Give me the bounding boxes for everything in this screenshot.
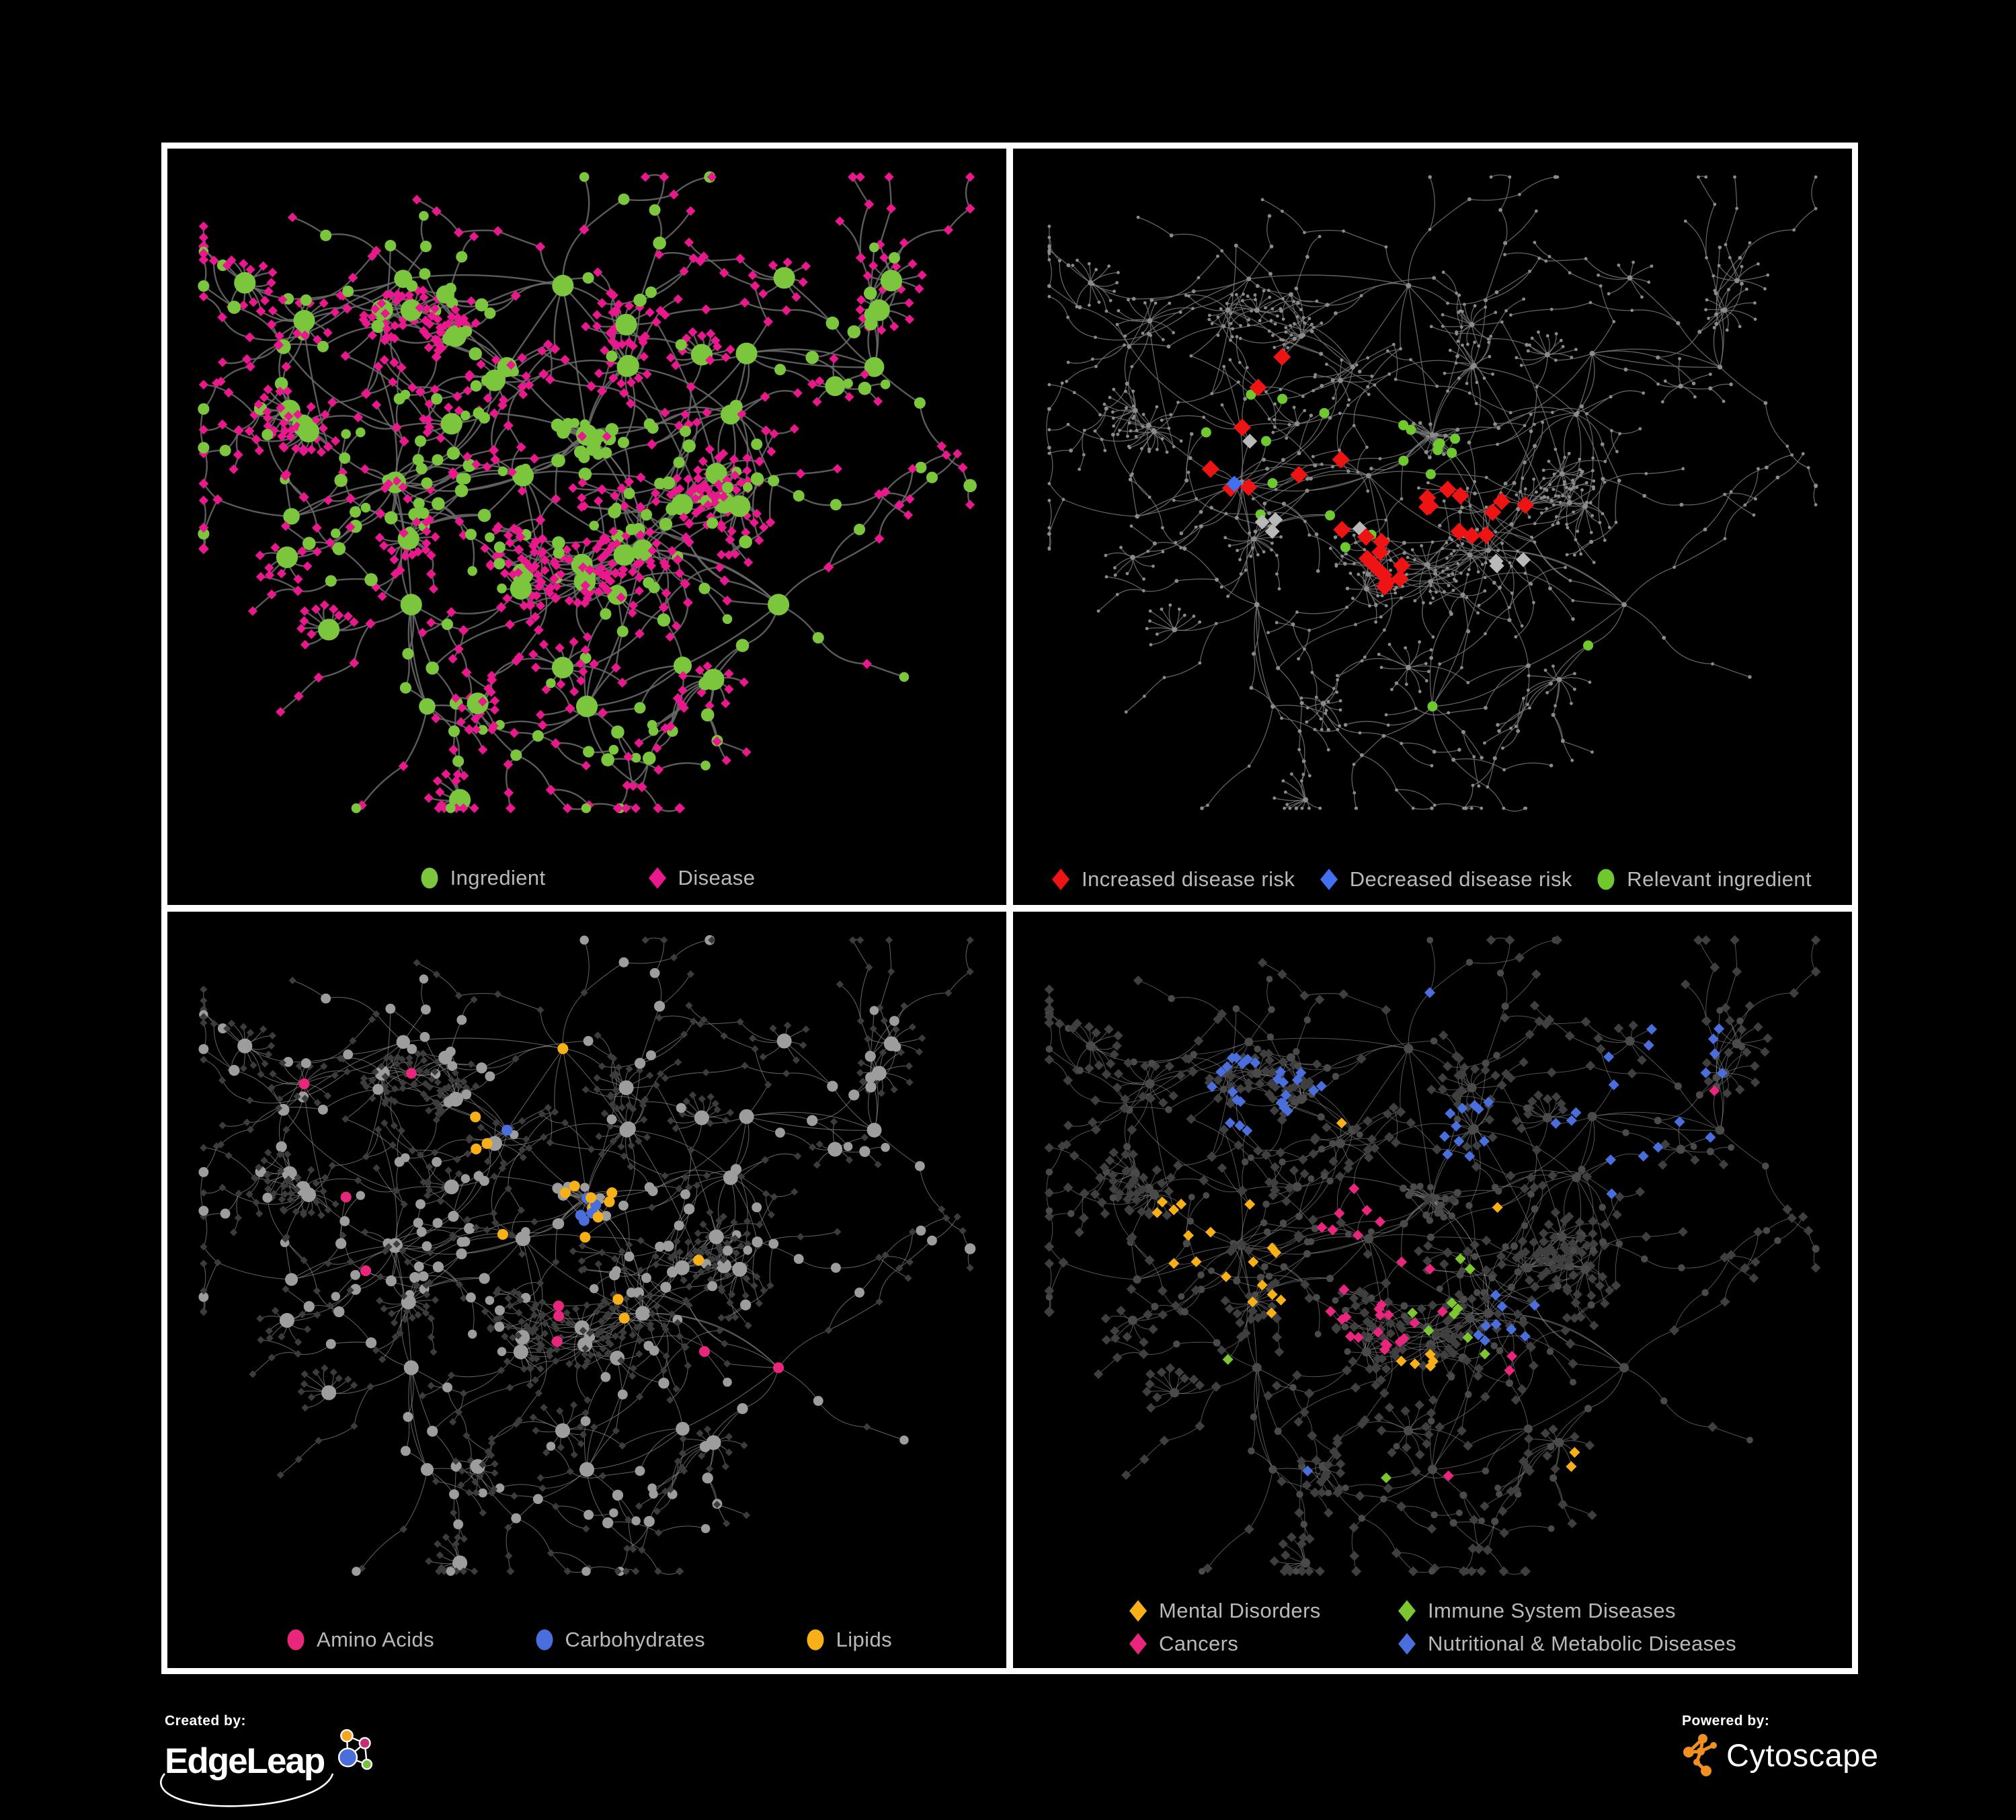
legend-disease-category: Mental Disorders Immune System Diseases …: [1127, 1599, 1825, 1656]
legend-disease-risk: Increased disease risk Decreased disease…: [1050, 867, 1812, 892]
legend-label: Mental Disorders: [1159, 1599, 1321, 1622]
amino-acids-circle-icon: [287, 1629, 305, 1651]
legend-item-disease: Disease: [647, 866, 756, 890]
legend-label: Lipids: [836, 1628, 892, 1651]
legend-label: Nutritional & Metabolic Diseases: [1428, 1632, 1737, 1655]
legend-label: Immune System Diseases: [1428, 1599, 1676, 1622]
legend-nutrient-class: Amino Acids Carbohydrates Lipids: [285, 1628, 892, 1652]
legend-label: Decreased disease risk: [1349, 867, 1572, 891]
panel-grid: Ingredient Disease Increased disease ris…: [161, 143, 1858, 1674]
decreased-risk-diamond-icon: [1320, 869, 1338, 890]
increased-risk-diamond-icon: [1052, 869, 1070, 890]
network-canvas-disease-risk: [1046, 174, 1818, 812]
network-canvas-nutrient-class: [198, 935, 976, 1576]
panel-nutrient-class: Amino Acids Carbohydrates Lipids: [167, 912, 1006, 1668]
cytoscape-logo-icon: [1683, 1734, 1717, 1776]
disease-diamond-icon: [648, 867, 666, 889]
legend-item-amino-acids: Amino Acids: [285, 1628, 434, 1652]
carbohydrates-circle-icon: [536, 1629, 553, 1651]
legend-item-ingredient: Ingredient: [419, 866, 546, 890]
legend-item-cancers: Cancers: [1127, 1632, 1396, 1656]
network-canvas-ingredient-disease: [198, 171, 977, 814]
nutritional-metabolic-diamond-icon: [1398, 1633, 1416, 1655]
legend-ingredient-disease: Ingredient Disease: [167, 866, 1006, 890]
created-by-label: Created by:: [165, 1713, 247, 1729]
legend-label: Increased disease risk: [1082, 867, 1295, 891]
ingredient-circle-icon: [421, 867, 438, 889]
legend-label: Ingredient: [450, 866, 546, 889]
relevant-ingredient-circle-icon: [1597, 869, 1615, 890]
edgeleap-logo-icon: [338, 1729, 373, 1770]
mental-disorders-diamond-icon: [1129, 1600, 1147, 1622]
legend-label: Disease: [678, 866, 756, 889]
powered-by-label: Powered by:: [1682, 1713, 1770, 1729]
panel-disease-risk: Increased disease risk Decreased disease…: [1013, 149, 1852, 905]
legend-item-mental-disorders: Mental Disorders: [1127, 1599, 1396, 1623]
legend-item-nutritional-metabolic: Nutritional & Metabolic Diseases: [1396, 1632, 1825, 1656]
legend-item-decreased-risk: Decreased disease risk: [1318, 867, 1572, 892]
panel-ingredient-disease: Ingredient Disease: [167, 149, 1006, 905]
immune-system-diamond-icon: [1398, 1600, 1416, 1622]
legend-label: Cancers: [1159, 1632, 1239, 1655]
cancers-diamond-icon: [1129, 1633, 1147, 1655]
legend-item-lipids: Lipids: [805, 1628, 892, 1652]
edgeleap-credit: Created by: EdgeLeap: [160, 1713, 380, 1807]
cytoscape-credit: Powered by: Cytoscape: [1682, 1713, 1884, 1801]
network-canvas-disease-category: [1044, 935, 1821, 1577]
legend-label: Relevant ingredient: [1627, 867, 1812, 891]
edgeleap-wordmark: EdgeLeap: [165, 1741, 325, 1781]
legend-item-increased-risk: Increased disease risk: [1050, 867, 1295, 892]
legend-label: Carbohydrates: [565, 1628, 706, 1651]
cytoscape-wordmark: Cytoscape: [1726, 1737, 1879, 1773]
legend-item-immune-system-diseases: Immune System Diseases: [1396, 1599, 1825, 1623]
legend-item-carbohydrates: Carbohydrates: [534, 1628, 706, 1652]
legend-label: Amino Acids: [317, 1628, 434, 1651]
panel-disease-category: Mental Disorders Immune System Diseases …: [1013, 912, 1852, 1668]
lipids-circle-icon: [807, 1629, 824, 1651]
legend-item-relevant-ingredient: Relevant ingredient: [1595, 867, 1812, 892]
